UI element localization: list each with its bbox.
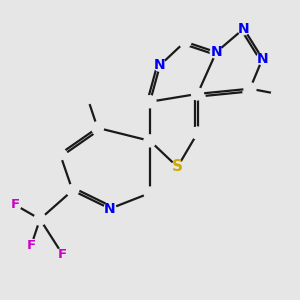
Circle shape bbox=[210, 46, 222, 58]
Circle shape bbox=[67, 184, 79, 196]
Circle shape bbox=[104, 203, 116, 215]
Circle shape bbox=[54, 148, 66, 160]
Circle shape bbox=[238, 23, 250, 35]
Circle shape bbox=[144, 187, 156, 199]
Circle shape bbox=[244, 83, 256, 95]
Text: N: N bbox=[104, 202, 116, 216]
Circle shape bbox=[172, 161, 184, 173]
Circle shape bbox=[191, 127, 203, 139]
Text: N: N bbox=[257, 52, 268, 66]
Circle shape bbox=[179, 36, 191, 48]
Circle shape bbox=[9, 199, 21, 211]
Text: N: N bbox=[210, 45, 222, 59]
Circle shape bbox=[272, 88, 284, 100]
Circle shape bbox=[25, 239, 37, 251]
Text: S: S bbox=[172, 160, 183, 175]
Circle shape bbox=[256, 53, 268, 65]
Circle shape bbox=[56, 248, 68, 260]
Text: N: N bbox=[238, 22, 250, 36]
Text: F: F bbox=[27, 239, 36, 252]
Circle shape bbox=[34, 213, 46, 225]
Circle shape bbox=[191, 88, 203, 100]
Text: F: F bbox=[11, 198, 20, 211]
Circle shape bbox=[82, 92, 94, 104]
Circle shape bbox=[144, 96, 156, 108]
Circle shape bbox=[154, 59, 166, 71]
Circle shape bbox=[144, 135, 156, 147]
Circle shape bbox=[92, 122, 104, 134]
Text: N: N bbox=[154, 58, 166, 72]
Text: F: F bbox=[58, 248, 67, 261]
